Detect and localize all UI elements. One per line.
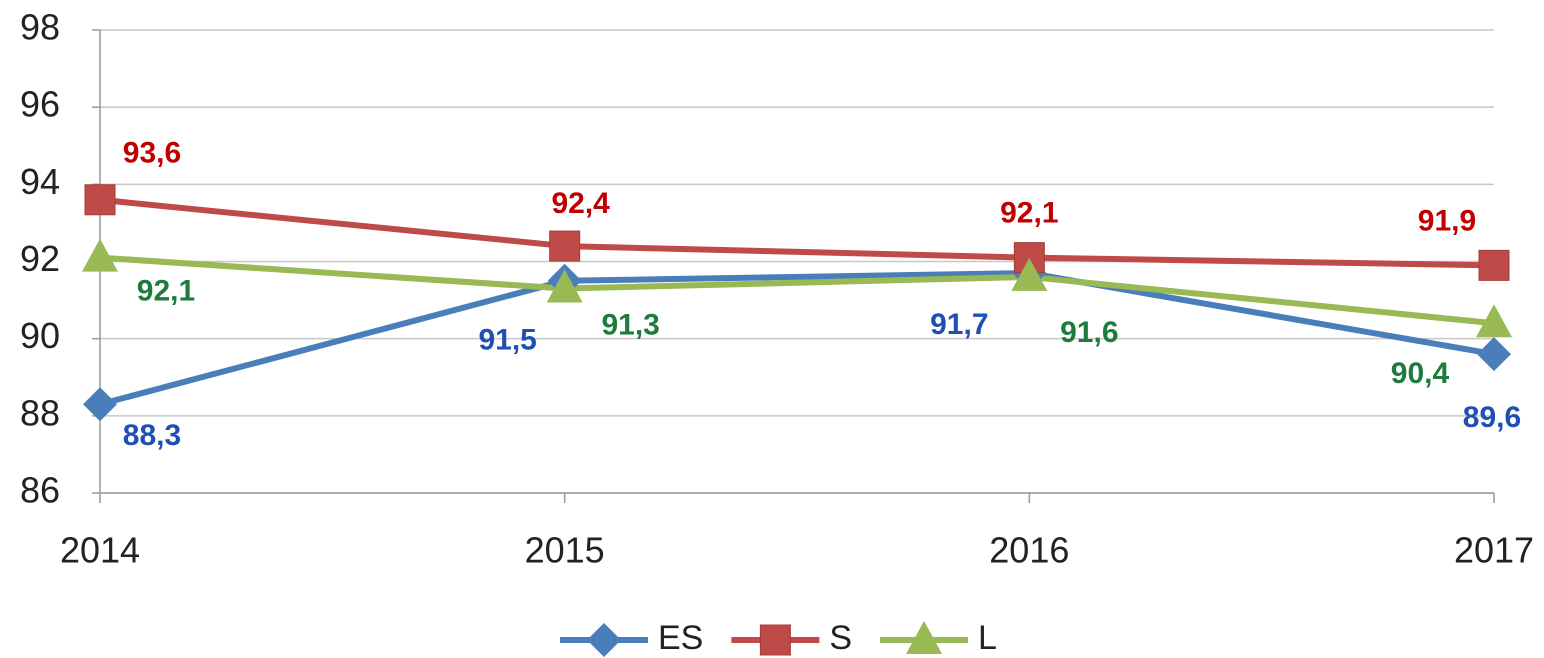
data-point <box>1478 249 1510 281</box>
x-tick-label: 2015 <box>525 530 605 571</box>
data-point <box>1011 257 1048 291</box>
series-line <box>99 270 1495 408</box>
data-label: 92,1 <box>137 275 195 308</box>
y-tick-label: 98 <box>20 7 60 48</box>
y-tick-label: 86 <box>20 470 60 511</box>
data-label: 88,3 <box>123 419 181 452</box>
legend-marker <box>759 624 791 656</box>
legend-label: ES <box>658 619 703 657</box>
data-point <box>1476 304 1512 338</box>
data-point <box>82 238 118 272</box>
data-label: 91,5 <box>478 324 536 357</box>
series-line <box>99 254 1495 327</box>
data-point <box>83 387 117 422</box>
data-label: 91,3 <box>601 308 659 341</box>
legend-marker <box>906 621 943 654</box>
data-point <box>84 184 116 216</box>
data-label: 90,4 <box>1391 357 1450 390</box>
y-tick-label: 90 <box>20 315 60 356</box>
data-point <box>1477 337 1511 372</box>
legend-label: S <box>829 619 852 657</box>
y-tick-label: 88 <box>20 392 60 433</box>
x-tick-label: 2014 <box>60 530 140 571</box>
data-label: 92,1 <box>1000 197 1058 230</box>
data-label: 91,9 <box>1418 204 1476 237</box>
data-label: 91,6 <box>1060 316 1118 349</box>
x-tick-label: 2017 <box>1454 530 1534 571</box>
y-tick-label: 92 <box>20 238 60 279</box>
data-point <box>546 269 583 303</box>
y-tick-label: 94 <box>20 161 60 202</box>
data-point <box>549 230 581 262</box>
legend-label: L <box>978 619 997 657</box>
data-label: 92,4 <box>551 187 610 220</box>
data-label: 89,6 <box>1463 401 1521 434</box>
y-tick-label: 96 <box>20 84 60 125</box>
data-label: 91,7 <box>930 308 988 341</box>
x-tick-label: 2016 <box>989 530 1069 571</box>
legend-marker <box>587 623 621 657</box>
data-label: 93,6 <box>123 137 181 170</box>
series-line <box>99 196 1495 269</box>
